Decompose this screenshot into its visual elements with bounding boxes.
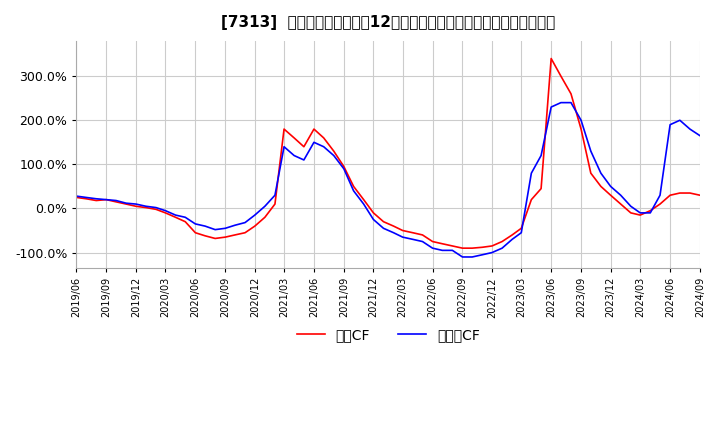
Title: [7313]  キャッシュフローの12か月移動合計の対前年同期増減率の推移: [7313] キャッシュフローの12か月移動合計の対前年同期増減率の推移	[221, 15, 555, 30]
Legend: 営業CF, フリーCF: 営業CF, フリーCF	[291, 322, 485, 347]
Line: 営業CF: 営業CF	[76, 59, 700, 248]
Line: フリーCF: フリーCF	[76, 103, 700, 257]
